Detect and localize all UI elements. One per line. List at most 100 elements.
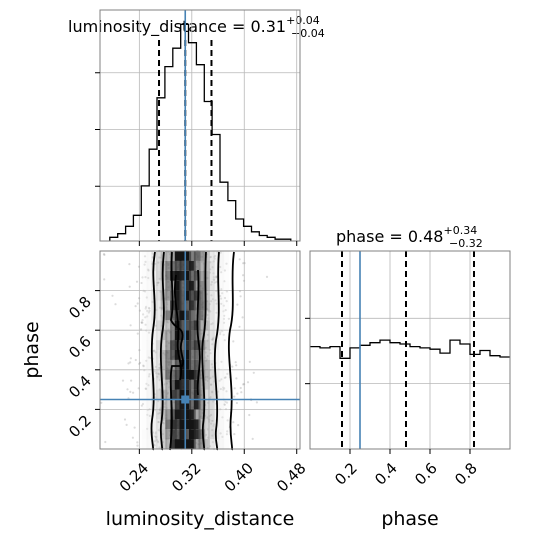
sample-point — [136, 444, 139, 447]
density-cell — [212, 320, 220, 331]
density-cell — [217, 399, 225, 410]
density-cell — [146, 260, 154, 271]
density-cell — [208, 270, 215, 281]
density-cell — [151, 330, 158, 341]
density-cell — [146, 270, 154, 281]
density-cell — [170, 300, 177, 311]
sample-point — [138, 297, 141, 300]
density-cell — [179, 251, 187, 261]
density-cell — [165, 310, 172, 321]
sample-point — [136, 332, 139, 335]
density-cell — [217, 389, 225, 400]
sample-point — [100, 401, 103, 404]
density-cell — [189, 389, 196, 400]
density-cell — [217, 290, 225, 301]
density-cell — [212, 290, 220, 301]
sample-point — [221, 435, 224, 438]
density-cell — [146, 359, 154, 370]
density-cell — [174, 251, 182, 261]
density-cell — [170, 340, 177, 350]
sample-point — [211, 441, 215, 444]
density-cell — [212, 251, 220, 261]
density-cell — [165, 320, 172, 331]
sample-point — [146, 268, 150, 271]
density-cell — [189, 290, 196, 301]
density-cell — [189, 280, 196, 291]
sample-point — [154, 435, 157, 438]
sample-point — [146, 315, 149, 318]
sample-point — [236, 303, 239, 306]
sample-point — [155, 438, 158, 441]
density-cell — [174, 359, 182, 370]
density-cell — [198, 369, 206, 380]
density-cell — [170, 260, 177, 271]
sample-point — [225, 262, 228, 265]
contour-middle — [159, 251, 220, 451]
ylabel-phase: phase — [21, 321, 43, 378]
density-cell — [165, 340, 172, 350]
density-cell — [151, 439, 158, 449]
sample-point — [265, 275, 269, 278]
sample-point — [219, 333, 222, 336]
sample-point — [148, 309, 151, 312]
tick-label-phase-y-1: 0.4 — [65, 372, 95, 402]
density-cell — [165, 409, 172, 420]
sample-point — [218, 379, 221, 382]
density-cell — [222, 310, 229, 321]
density-cell — [146, 350, 154, 360]
sample-point — [145, 296, 148, 299]
density-cell — [170, 439, 177, 449]
density-cell — [222, 429, 229, 440]
density-cell — [217, 369, 225, 380]
density-cell — [155, 419, 163, 430]
density-cell — [151, 399, 158, 410]
sample-point — [211, 419, 215, 422]
sample-point — [153, 440, 157, 443]
sample-point — [141, 276, 144, 279]
sample-point — [223, 280, 226, 283]
sample-point — [211, 390, 214, 393]
xlabel-phase: phase — [381, 508, 438, 530]
sample-point — [220, 288, 223, 291]
density-cell — [217, 359, 225, 370]
density-cell — [141, 439, 149, 449]
density-cell — [146, 340, 154, 350]
sample-point — [145, 305, 148, 308]
density-cell — [198, 290, 206, 301]
density-cell — [179, 439, 187, 449]
density-cell — [203, 340, 210, 350]
sample-point — [147, 331, 151, 334]
density-cell — [170, 409, 177, 420]
sample-point — [238, 325, 241, 328]
density-cell — [208, 310, 215, 321]
sample-point — [128, 263, 131, 266]
sample-point — [140, 328, 143, 331]
sample-point — [224, 408, 228, 411]
density-cell — [208, 320, 215, 331]
sample-point — [243, 383, 246, 386]
density-cell — [174, 369, 182, 380]
density-cell — [146, 280, 154, 291]
density-cell — [184, 399, 191, 410]
sample-point — [157, 421, 160, 424]
density-cell — [208, 251, 215, 261]
sample-point — [212, 260, 215, 263]
density-cell — [179, 369, 187, 380]
sample-point — [130, 379, 133, 382]
sample-point — [223, 339, 226, 342]
sample-point — [153, 409, 157, 412]
sample-point — [222, 333, 225, 336]
sample-point — [158, 256, 161, 259]
sample-point — [215, 289, 218, 293]
sample-point — [158, 277, 161, 280]
sample-point — [147, 384, 150, 387]
sample-point — [210, 280, 213, 284]
density-cell — [141, 369, 149, 380]
density-cell — [198, 251, 206, 261]
sample-point — [219, 331, 222, 334]
sample-point — [211, 343, 214, 346]
sample-point — [220, 378, 223, 381]
sample-point — [138, 349, 141, 352]
density-cell — [165, 300, 172, 311]
sample-point — [145, 359, 148, 362]
